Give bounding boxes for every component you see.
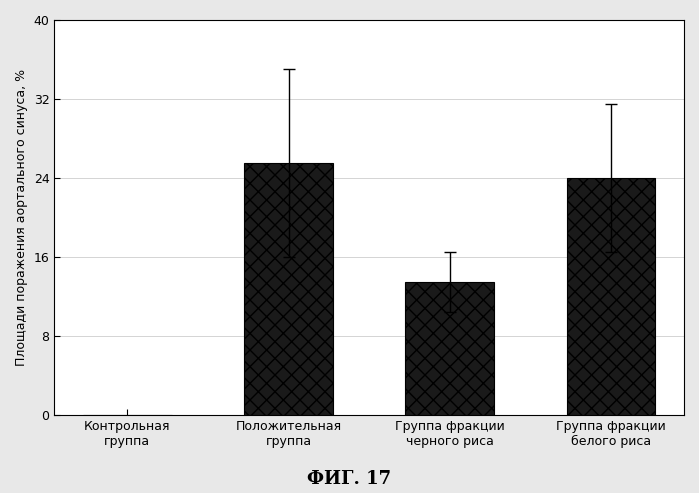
Y-axis label: Площади поражения аортального синуса, %: Площади поражения аортального синуса, % bbox=[15, 69, 28, 366]
Bar bbox=[244, 163, 333, 416]
Bar bbox=[567, 178, 656, 416]
Bar bbox=[405, 282, 494, 416]
Text: ФИГ. 17: ФИГ. 17 bbox=[308, 470, 391, 488]
